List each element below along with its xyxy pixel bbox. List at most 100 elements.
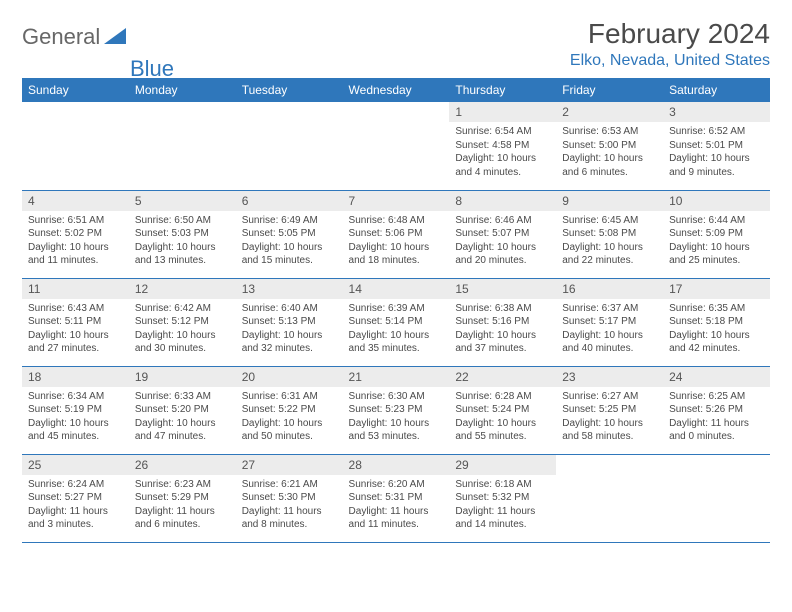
- sunset-line: Sunset: 5:20 PM: [135, 404, 209, 415]
- calendar-day-cell: 6 Sunrise: 6:49 AM Sunset: 5:05 PM Daylight…: [236, 190, 343, 278]
- calendar-day-cell: 27Sunrise: 6:21 AMSunset: 5:30 PMDayligh…: [236, 454, 343, 542]
- calendar-day-cell: 5Sunrise: 6:50 AMSunset: 5:03 PMDaylight…: [129, 190, 236, 278]
- sunrise-line: Sunrise: 6:52 AM: [669, 126, 745, 137]
- sunrise-line: Sunrise: 6:31 AM: [242, 391, 318, 402]
- day-details: Sunrise: 6:46 AMSunset: 5:07 PMDaylight:…: [449, 211, 556, 272]
- sunrise-line: Sunrise: 6:51 AM: [28, 215, 104, 226]
- day-number: 19: [129, 367, 236, 387]
- sunset-line: Sunset: 5:30 PM: [242, 492, 316, 503]
- sunrise-line: Sunrise: 6:18 AM: [455, 479, 531, 490]
- day-details: Sunrise: 6:23 AMSunset: 5:29 PMDaylight:…: [129, 475, 236, 536]
- calendar-week-row: 11Sunrise: 6:43 AMSunset: 5:11 PMDayligh…: [22, 278, 770, 366]
- daylight-line: Daylight: 10 hours and 9 minutes.: [669, 153, 750, 178]
- day-details: Sunrise: 6:24 AMSunset: 5:27 PMDaylight:…: [22, 475, 129, 536]
- calendar-day-cell: 13Sunrise: 6:40 AMSunset: 5:13 PMDayligh…: [236, 278, 343, 366]
- daylight-line: Daylight: 10 hours and 37 minutes.: [455, 330, 536, 355]
- sunrise-line: Sunrise: 6:54 AM: [455, 126, 531, 137]
- calendar-day-cell: 21Sunrise: 6:30 AMSunset: 5:23 PMDayligh…: [343, 366, 450, 454]
- day-details: Sunrise: 6:39 AMSunset: 5:14 PMDaylight:…: [343, 299, 450, 360]
- day-details: Sunrise: 6:21 AMSunset: 5:30 PMDaylight:…: [236, 475, 343, 536]
- day-number: 17: [663, 279, 770, 299]
- sunset-line: Sunset: 4:58 PM: [455, 140, 529, 151]
- day-details: Sunrise: 6:27 AMSunset: 5:25 PMDaylight:…: [556, 387, 663, 448]
- calendar-day-cell: 29Sunrise: 6:18 AMSunset: 5:32 PMDayligh…: [449, 454, 556, 542]
- sunset-line: Sunset: 5:12 PM: [135, 316, 209, 327]
- calendar-week-row: 1Sunrise: 6:54 AMSunset: 4:58 PMDaylight…: [22, 102, 770, 190]
- calendar-day-cell: 22Sunrise: 6:28 AMSunset: 5:24 PMDayligh…: [449, 366, 556, 454]
- sunset-line: Sunset: 5:05 PM: [242, 228, 316, 239]
- day-number: 8: [449, 191, 556, 211]
- day-details: Sunrise: 6:44 AMSunset: 5:09 PMDaylight:…: [663, 211, 770, 272]
- daylight-line: Daylight: 10 hours and 15 minutes.: [242, 242, 323, 267]
- sunrise-line: Sunrise: 6:50 AM: [135, 215, 211, 226]
- day-details: Sunrise: 6:52 AMSunset: 5:01 PMDaylight:…: [663, 122, 770, 183]
- day-details: Sunrise: 6:34 AMSunset: 5:19 PMDaylight:…: [22, 387, 129, 448]
- calendar-day-cell: [663, 454, 770, 542]
- calendar-day-cell: 19Sunrise: 6:33 AMSunset: 5:20 PMDayligh…: [129, 366, 236, 454]
- daylight-line: Daylight: 10 hours and 45 minutes.: [28, 418, 109, 443]
- sunset-line: Sunset: 5:19 PM: [28, 404, 102, 415]
- calendar-week-row: 18Sunrise: 6:34 AMSunset: 5:19 PMDayligh…: [22, 366, 770, 454]
- day-number: 20: [236, 367, 343, 387]
- sunrise-line: Sunrise: 6:49 AM: [242, 215, 318, 226]
- calendar-day-cell: [236, 102, 343, 190]
- sunset-line: Sunset: 5:23 PM: [349, 404, 423, 415]
- daylight-line: Daylight: 10 hours and 32 minutes.: [242, 330, 323, 355]
- daylight-line: Daylight: 10 hours and 50 minutes.: [242, 418, 323, 443]
- day-number: 21: [343, 367, 450, 387]
- sunrise-line: Sunrise: 6:25 AM: [669, 391, 745, 402]
- calendar-week-row: 25Sunrise: 6:24 AMSunset: 5:27 PMDayligh…: [22, 454, 770, 542]
- brand-part1: General: [22, 24, 100, 50]
- day-number: 24: [663, 367, 770, 387]
- calendar-day-cell: 1Sunrise: 6:54 AMSunset: 4:58 PMDaylight…: [449, 102, 556, 190]
- day-details: Sunrise: 6:53 AMSunset: 5:00 PMDaylight:…: [556, 122, 663, 183]
- day-details: Sunrise: 6:50 AMSunset: 5:03 PMDaylight:…: [129, 211, 236, 272]
- weekday-wednesday: Wednesday: [343, 78, 450, 102]
- daylight-line: Daylight: 10 hours and 35 minutes.: [349, 330, 430, 355]
- location-text: Elko, Nevada, United States: [570, 52, 770, 70]
- sunrise-line: Sunrise: 6:40 AM: [242, 303, 318, 314]
- calendar-day-cell: 2Sunrise: 6:53 AMSunset: 5:00 PMDaylight…: [556, 102, 663, 190]
- sunrise-line: Sunrise: 6:37 AM: [562, 303, 638, 314]
- weekday-friday: Friday: [556, 78, 663, 102]
- day-number: 14: [343, 279, 450, 299]
- sunrise-line: Sunrise: 6:38 AM: [455, 303, 531, 314]
- sunset-line: Sunset: 5:31 PM: [349, 492, 423, 503]
- weekday-sunday: Sunday: [22, 78, 129, 102]
- brand-logo: General: [22, 24, 128, 50]
- day-details: Sunrise: 6:25 AMSunset: 5:26 PMDaylight:…: [663, 387, 770, 448]
- sunset-line: Sunset: 5:00 PM: [562, 140, 636, 151]
- sunset-line: Sunset: 5:02 PM: [28, 228, 102, 239]
- day-details: Sunrise: 6:54 AMSunset: 4:58 PMDaylight:…: [449, 122, 556, 183]
- weekday-saturday: Saturday: [663, 78, 770, 102]
- calendar-day-cell: 25Sunrise: 6:24 AMSunset: 5:27 PMDayligh…: [22, 454, 129, 542]
- daylight-line: Daylight: 11 hours and 14 minutes.: [455, 506, 535, 531]
- day-number: 6: [236, 191, 343, 211]
- calendar-day-cell: 24Sunrise: 6:25 AMSunset: 5:26 PMDayligh…: [663, 366, 770, 454]
- day-details: Sunrise: 6:48 AMSunset: 5:06 PMDaylight:…: [343, 211, 450, 272]
- day-number: 28: [343, 455, 450, 475]
- daylight-line: Daylight: 10 hours and 25 minutes.: [669, 242, 750, 267]
- daylight-line: Daylight: 10 hours and 22 minutes.: [562, 242, 643, 267]
- calendar-day-cell: 15Sunrise: 6:38 AMSunset: 5:16 PMDayligh…: [449, 278, 556, 366]
- sunset-line: Sunset: 5:25 PM: [562, 404, 636, 415]
- day-number: 27: [236, 455, 343, 475]
- sunset-line: Sunset: 5:16 PM: [455, 316, 529, 327]
- day-number: 12: [129, 279, 236, 299]
- calendar-day-cell: [343, 102, 450, 190]
- daylight-line: Daylight: 10 hours and 55 minutes.: [455, 418, 536, 443]
- sunset-line: Sunset: 5:03 PM: [135, 228, 209, 239]
- calendar-day-cell: 10Sunrise: 6:44 AMSunset: 5:09 PMDayligh…: [663, 190, 770, 278]
- sunrise-line: Sunrise: 6:33 AM: [135, 391, 211, 402]
- sunrise-line: Sunrise: 6:48 AM: [349, 215, 425, 226]
- day-details: Sunrise: 6:31 AMSunset: 5:22 PMDaylight:…: [236, 387, 343, 448]
- sunset-line: Sunset: 5:27 PM: [28, 492, 102, 503]
- day-number: 4: [22, 191, 129, 211]
- daylight-line: Daylight: 11 hours and 8 minutes.: [242, 506, 322, 531]
- sunrise-line: Sunrise: 6:46 AM: [455, 215, 531, 226]
- weekday-thursday: Thursday: [449, 78, 556, 102]
- sunrise-line: Sunrise: 6:44 AM: [669, 215, 745, 226]
- day-number: 3: [663, 102, 770, 122]
- day-details: Sunrise: 6:49 AM Sunset: 5:05 PM Daylight:…: [236, 211, 343, 272]
- sunrise-line: Sunrise: 6:20 AM: [349, 479, 425, 490]
